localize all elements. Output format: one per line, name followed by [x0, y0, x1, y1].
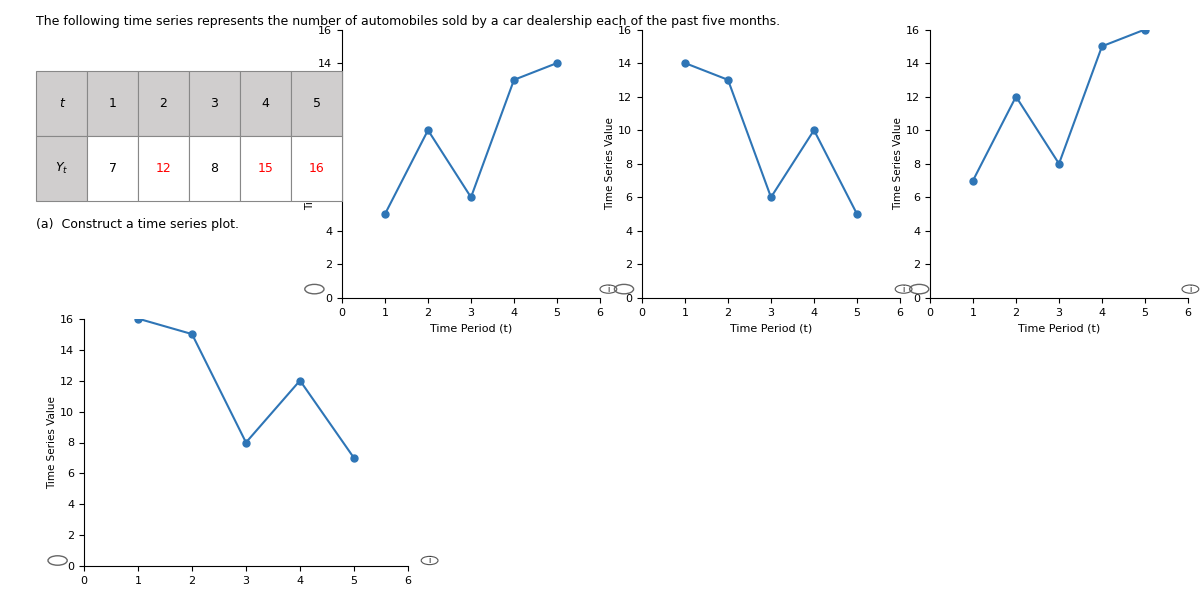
Bar	[88, 136, 138, 201]
X-axis label: Time Period (t): Time Period (t)	[730, 323, 812, 333]
Text: 7: 7	[108, 162, 116, 175]
Text: i: i	[428, 556, 431, 565]
Bar	[190, 71, 240, 136]
Y-axis label: Time Series Value: Time Series Value	[47, 396, 58, 489]
Text: 3: 3	[210, 97, 218, 110]
Bar	[138, 136, 190, 201]
Y-axis label: Time Series Value: Time Series Value	[893, 117, 904, 210]
Bar	[292, 71, 342, 136]
Text: 4: 4	[262, 97, 270, 110]
Text: 15: 15	[258, 162, 274, 175]
Bar	[36, 136, 88, 201]
Text: 2: 2	[160, 97, 168, 110]
X-axis label: Time Period (t): Time Period (t)	[1018, 323, 1100, 333]
Text: 16: 16	[308, 162, 324, 175]
Text: t: t	[59, 97, 64, 110]
Bar	[292, 136, 342, 201]
X-axis label: Time Period (t): Time Period (t)	[430, 323, 512, 333]
Text: 5: 5	[312, 97, 320, 110]
Bar	[138, 71, 190, 136]
Text: 8: 8	[210, 162, 218, 175]
Text: i: i	[1189, 284, 1192, 294]
Text: (a)  Construct a time series plot.: (a) Construct a time series plot.	[36, 218, 239, 231]
Bar	[88, 71, 138, 136]
Y-axis label: Time Series Value: Time Series Value	[605, 117, 616, 210]
Text: $Y_t$: $Y_t$	[55, 160, 68, 176]
Bar	[240, 136, 292, 201]
Text: i: i	[607, 284, 610, 294]
Text: The following time series represents the number of automobiles sold by a car dea: The following time series represents the…	[36, 15, 780, 28]
Bar	[190, 136, 240, 201]
Y-axis label: Time Series Value: Time Series Value	[305, 117, 316, 210]
Bar	[36, 71, 88, 136]
Text: 12: 12	[156, 162, 172, 175]
Text: i: i	[902, 284, 905, 294]
Text: 1: 1	[108, 97, 116, 110]
Bar	[240, 71, 292, 136]
